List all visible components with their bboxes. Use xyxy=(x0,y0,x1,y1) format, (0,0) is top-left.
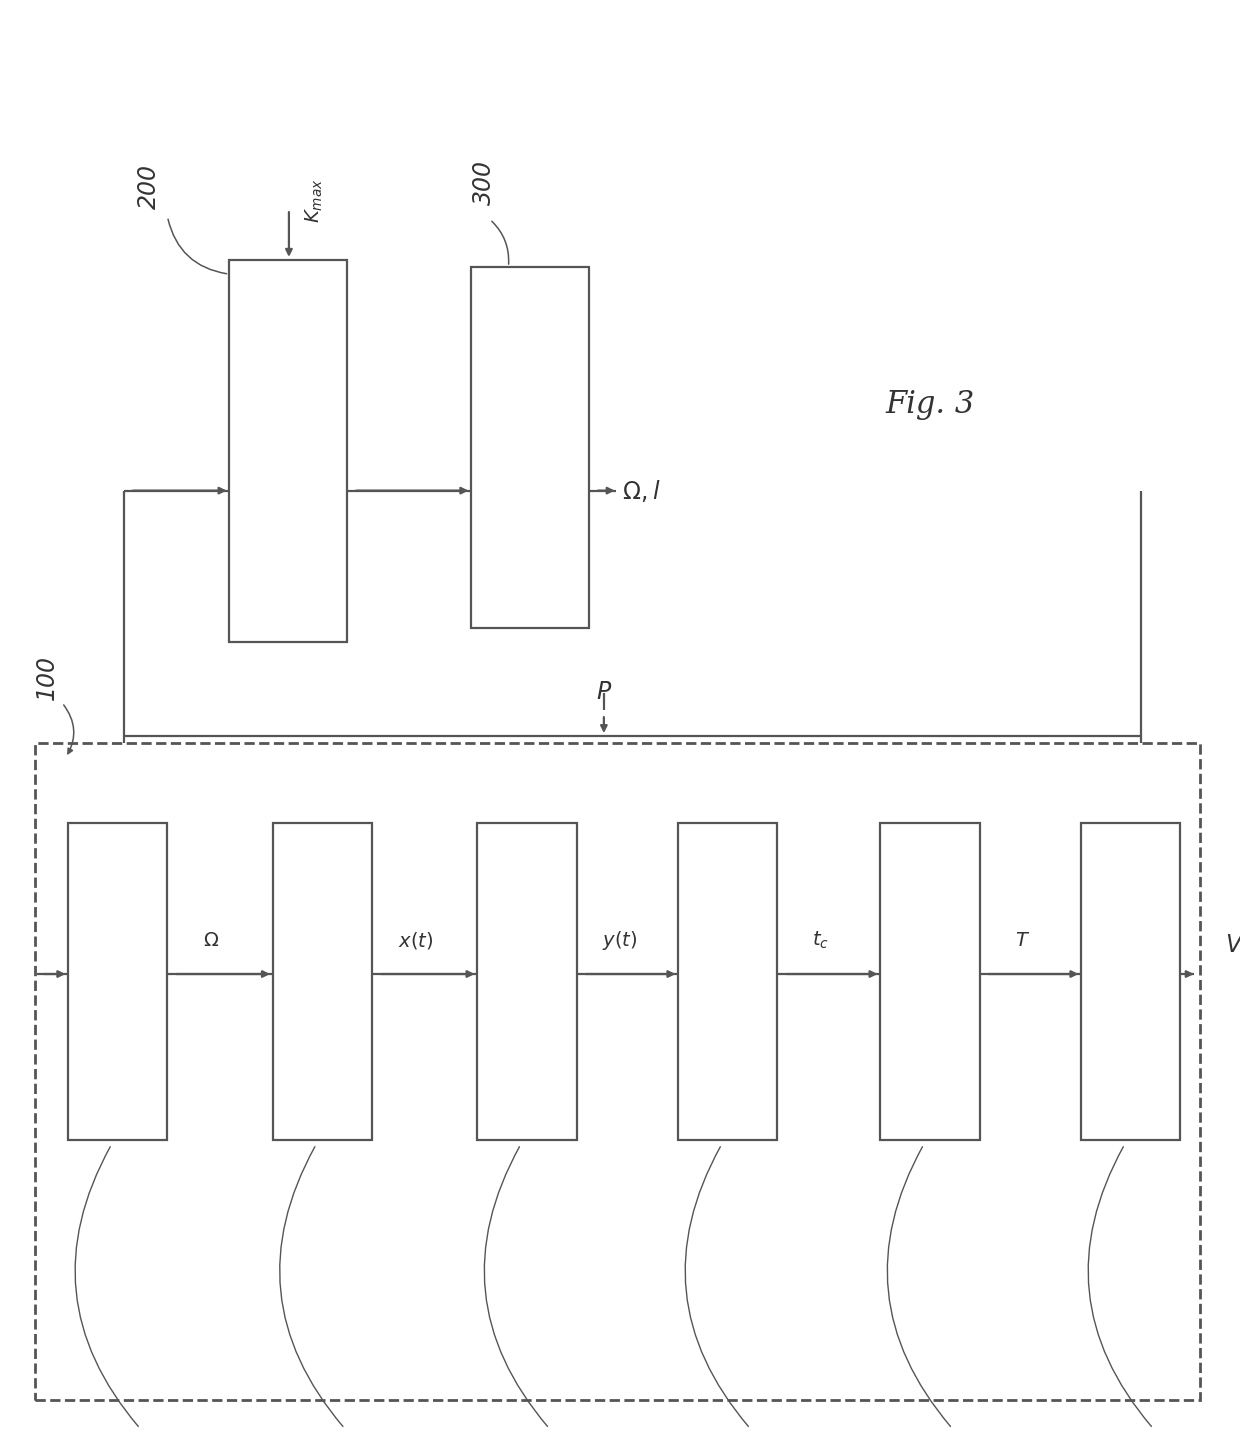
Text: $\Omega, l$: $\Omega, l$ xyxy=(622,478,661,504)
Bar xyxy=(477,823,577,1140)
Bar xyxy=(678,823,777,1140)
Bar xyxy=(229,260,347,642)
Text: $y(t)$: $y(t)$ xyxy=(603,929,637,952)
Text: $x(t)$: $x(t)$ xyxy=(398,931,433,951)
Text: 300: 300 xyxy=(471,160,496,205)
Text: 100: 100 xyxy=(35,655,60,700)
Text: Fig. 3: Fig. 3 xyxy=(885,388,975,420)
Bar xyxy=(273,823,372,1140)
Text: V: V xyxy=(1225,934,1240,957)
Bar xyxy=(880,823,980,1140)
Text: $\Omega$: $\Omega$ xyxy=(202,931,219,951)
Text: P: P xyxy=(596,680,611,704)
Text: $T$: $T$ xyxy=(1016,931,1030,951)
Text: $K_{max}$: $K_{max}$ xyxy=(304,179,325,222)
Bar xyxy=(1081,823,1180,1140)
Text: $t_c$: $t_c$ xyxy=(812,931,830,951)
Bar xyxy=(35,743,1200,1400)
Text: 200: 200 xyxy=(136,165,161,209)
Bar xyxy=(68,823,167,1140)
Bar xyxy=(471,267,589,628)
